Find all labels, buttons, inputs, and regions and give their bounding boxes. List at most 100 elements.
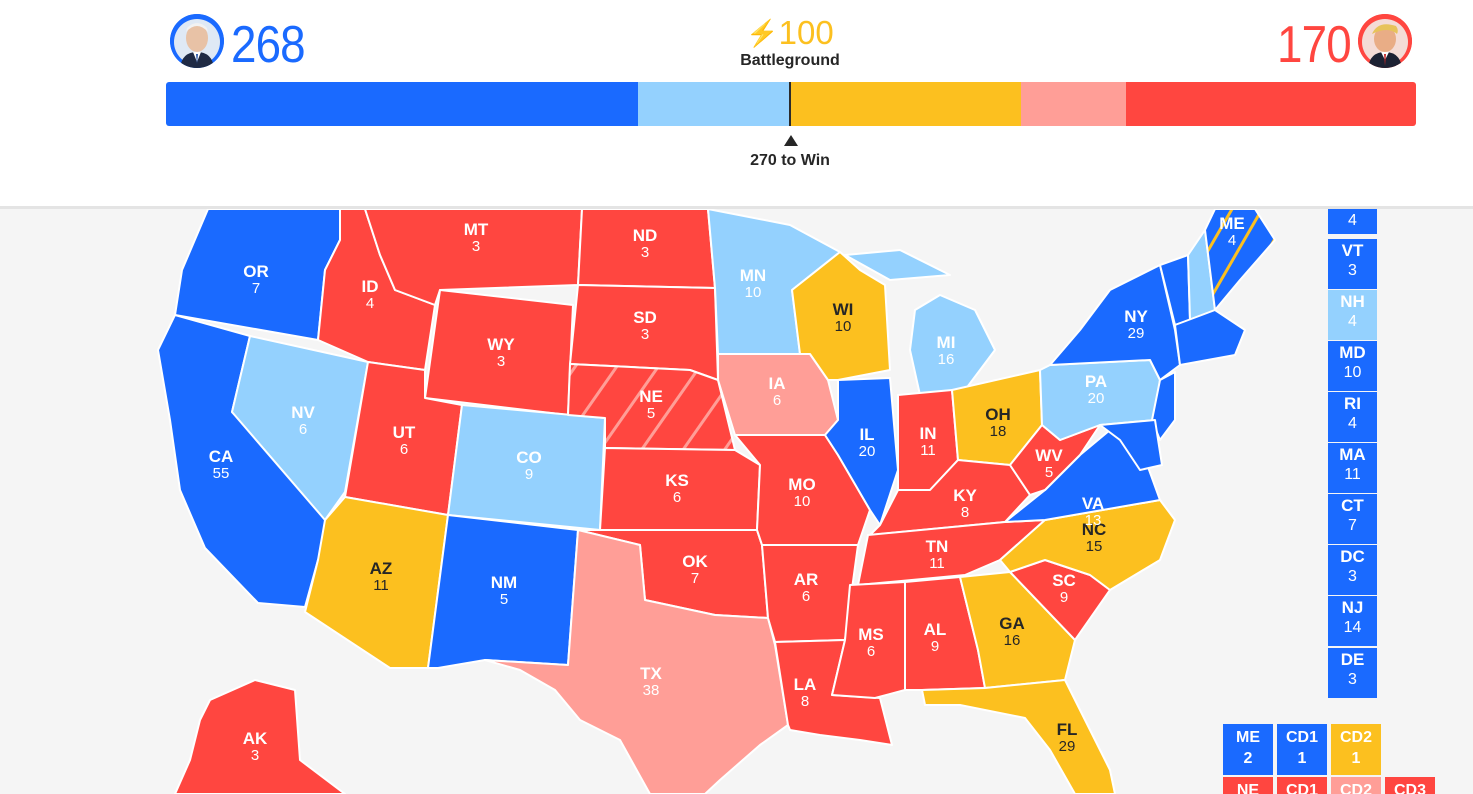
label-FL: FL 29 [1056, 720, 1078, 755]
label-MO: MO 10 [788, 475, 816, 510]
district-box-cd1[interactable]: CD1 [1277, 777, 1327, 794]
label-MT: MT 3 [463, 220, 489, 255]
label-KS: KS 6 [665, 471, 689, 506]
label-ME: ME 4 [1219, 214, 1245, 249]
state-IL[interactable] [824, 377, 899, 526]
district-box-cd2[interactable]: CD2 [1331, 777, 1381, 794]
small-state-abbr: RI [1344, 394, 1361, 413]
small-state-abbr: MD [1339, 343, 1366, 362]
state-WI[interactable] [791, 251, 891, 381]
bar-segment-solid-dem [166, 82, 639, 126]
small-state-abbr: NJ [1341, 598, 1364, 617]
small-state-box-nh[interactable]: NH 4 [1328, 290, 1377, 340]
label-OK: OK 7 [682, 552, 708, 587]
label-NE: NE 5 [639, 387, 663, 422]
small-state-ev: 4 [1348, 212, 1357, 229]
state-ME[interactable] [1204, 209, 1276, 311]
270-threshold-marker [789, 82, 791, 126]
label-AK: AK 3 [242, 729, 268, 764]
small-state-ev: 7 [1348, 517, 1357, 534]
label-AZ: AZ 11 [369, 559, 393, 594]
small-state-ev: 3 [1348, 671, 1357, 688]
small-state-abbr: DC [1340, 547, 1365, 566]
district-box-ne[interactable]: NE [1223, 777, 1273, 794]
label-WV: WV 5 [1035, 446, 1063, 481]
us-map-svg [157, 209, 1276, 794]
label-SC: SC 9 [1052, 571, 1076, 606]
scoreboard-header: 268 ⚡100 Battleground 170 270 to Win [0, 0, 1473, 206]
trump-avatar-icon [1358, 14, 1412, 68]
label-GA: GA 16 [999, 614, 1025, 649]
electoral-vote-bar [166, 82, 1416, 126]
270-to-win-label: 270 to Win [750, 152, 830, 169]
label-VA: VA 13 [1081, 494, 1105, 529]
label-NY: NY 29 [1124, 307, 1148, 342]
battleground-summary: ⚡100 Battleground [690, 14, 890, 70]
state-FL[interactable] [921, 679, 1116, 794]
district-ev: 1 [1351, 750, 1361, 767]
small-state-box-vt[interactable]: VT 3 [1328, 239, 1377, 289]
label-NM: NM 5 [490, 573, 518, 608]
biden-avatar-icon [170, 14, 224, 68]
small-state-ev: 14 [1343, 619, 1362, 636]
district-box-me[interactable]: ME 2 [1223, 724, 1273, 775]
battleground-label: Battleground [740, 52, 840, 69]
label-ND: ND 3 [632, 226, 658, 261]
district-abbr: CD1 [1285, 729, 1318, 746]
label-OR: OR 7 [243, 262, 269, 297]
small-state-box-de[interactable]: DE 3 [1328, 648, 1377, 698]
small-state-box-dc[interactable]: DC 3 [1328, 545, 1377, 595]
label-TX: TX 38 [640, 664, 662, 699]
state-TX[interactable] [484, 529, 789, 794]
label-AL: AL 9 [923, 620, 947, 655]
small-state-ev: 4 [1348, 415, 1357, 432]
label-WY: WY 3 [487, 335, 515, 370]
state-DE-MD[interactable] [1099, 419, 1163, 471]
label-ID: ID 4 [361, 277, 379, 312]
small-state-box[interactable]: 4 [1328, 209, 1377, 234]
state-NV[interactable] [231, 335, 369, 521]
small-state-ev: 4 [1348, 313, 1357, 330]
state-MI[interactable] [844, 249, 996, 396]
electoral-map: OR 7 CA 55 NV 6 ID 4 MT 3 WY 3 UT 6 AZ 11 CO 9 NM… [0, 209, 1473, 794]
label-PA: PA 20 [1084, 372, 1108, 407]
small-state-box-ma[interactable]: MA 11 [1328, 443, 1377, 493]
small-state-box-nj[interactable]: NJ 14 [1328, 596, 1377, 646]
label-SD: SD 3 [633, 308, 657, 343]
label-MS: MS 6 [858, 625, 884, 660]
dem-candidate-avatar [170, 14, 224, 68]
small-state-box-ct[interactable]: CT 7 [1328, 494, 1377, 544]
dem-electoral-count: 268 [231, 16, 306, 74]
district-box-cd3[interactable]: CD3 [1385, 777, 1435, 794]
district-abbr: ME [1236, 729, 1260, 746]
label-LA: LA 8 [793, 675, 817, 710]
district-box-cd1[interactable]: CD1 1 [1277, 724, 1327, 775]
label-MN: MN 10 [739, 266, 767, 301]
district-abbr: CD3 [1393, 782, 1426, 794]
label-IN: IN 11 [919, 424, 937, 459]
small-state-abbr: MA [1339, 445, 1366, 464]
label-OH: OH 18 [985, 405, 1011, 440]
district-box-cd2[interactable]: CD2 1 [1331, 724, 1381, 775]
district-abbr: CD2 [1339, 782, 1372, 794]
label-TN: TN 11 [925, 537, 949, 572]
district-ev: 2 [1243, 750, 1253, 767]
state-MA-CT-RI[interactable] [1174, 309, 1246, 366]
state-NJ[interactable] [1151, 371, 1176, 441]
small-state-box-md[interactable]: MD 10 [1328, 341, 1377, 391]
state-AK[interactable] [174, 679, 346, 794]
label-IL: IL 20 [858, 425, 876, 460]
district-ev: 1 [1297, 750, 1307, 767]
lightning-bolt-icon: ⚡ [746, 18, 779, 48]
label-AR: AR 6 [793, 570, 819, 605]
small-state-abbr: NH [1340, 292, 1365, 311]
header-divider [0, 206, 1473, 209]
district-abbr: CD1 [1285, 782, 1318, 794]
district-abbr: NE [1236, 782, 1260, 794]
district-abbr: CD2 [1339, 729, 1372, 746]
small-state-box-ri[interactable]: RI 4 [1328, 392, 1377, 442]
bar-segment-battleground [788, 82, 1022, 126]
label-UT: UT 6 [392, 423, 416, 458]
battleground-count-row: ⚡100 [690, 14, 890, 52]
bar-segment-lean-rep [1021, 82, 1127, 126]
